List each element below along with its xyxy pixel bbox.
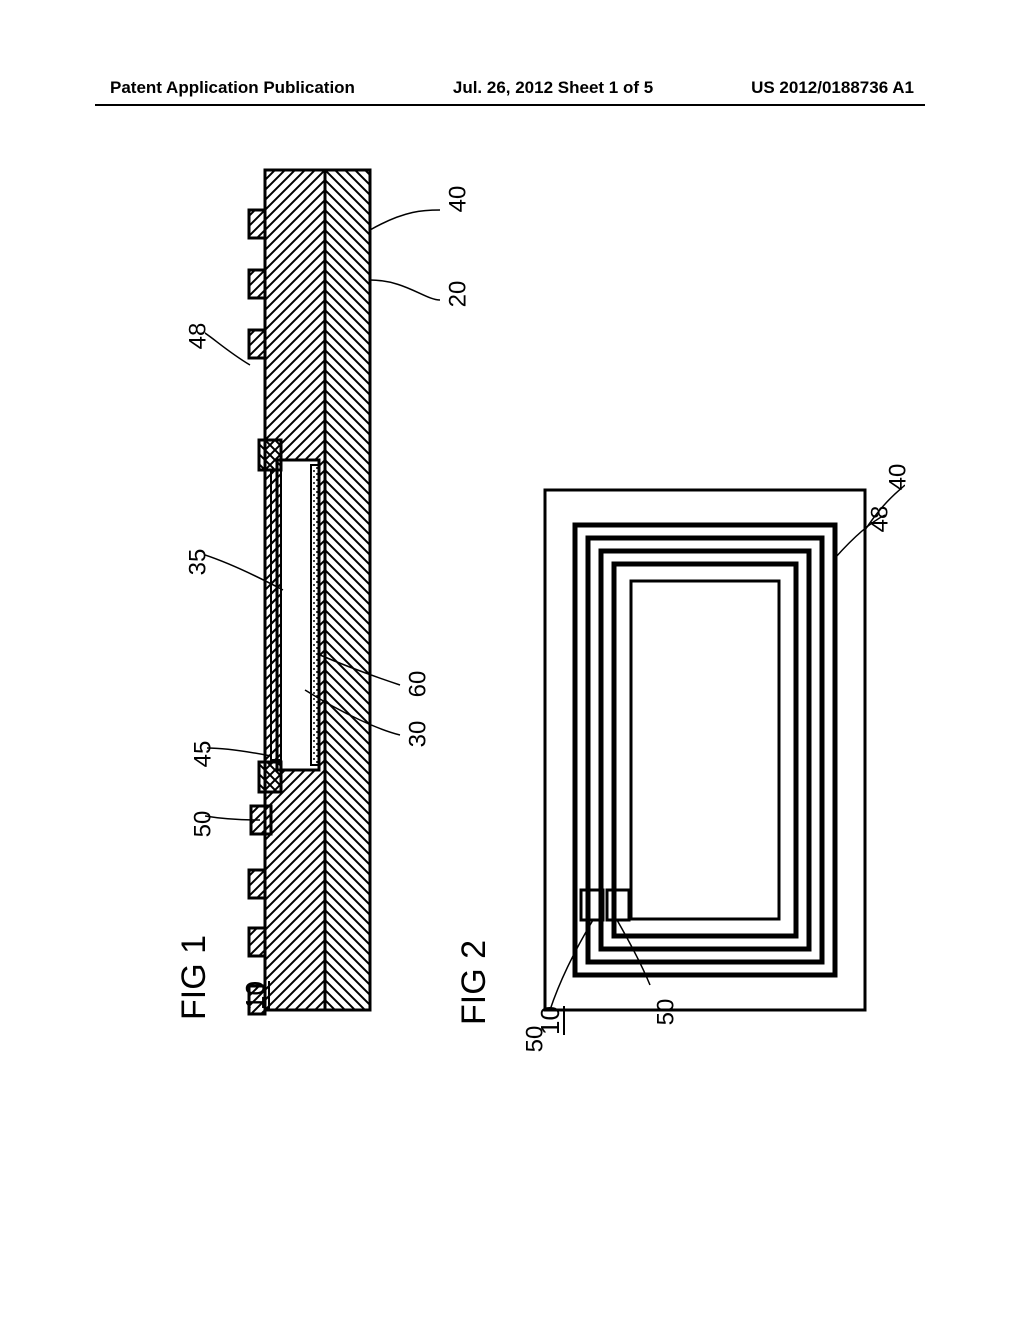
ref-50: 50: [189, 811, 217, 838]
header-center: Jul. 26, 2012 Sheet 1 of 5: [453, 78, 653, 98]
ref-60: 60: [404, 671, 432, 698]
fig2-label: FIG 2: [455, 940, 494, 1025]
fig2-ref-40: 40: [884, 464, 912, 491]
fig2-drawing: [505, 470, 905, 1090]
header-left: Patent Application Publication: [110, 78, 355, 98]
ref-45: 45: [189, 741, 217, 768]
header-rule: [95, 104, 925, 106]
fig1-device-number: 10: [240, 981, 271, 1010]
ref-40: 40: [444, 186, 472, 213]
ref-35: 35: [184, 549, 212, 576]
ref-20: 20: [444, 281, 472, 308]
page-header: Patent Application Publication Jul. 26, …: [0, 78, 1024, 98]
fig1-label: FIG 1: [175, 935, 214, 1020]
fig2-ref-50b: 50: [652, 999, 680, 1026]
figure-area: FIG 1 10 40 20 48 35 60 30 45 50: [205, 130, 905, 1230]
header-right: US 2012/0188736 A1: [751, 78, 914, 98]
ref-30: 30: [404, 721, 432, 748]
fig2-ref-48: 48: [866, 506, 894, 533]
fig2-ref-50a: 50: [521, 1026, 549, 1053]
ref-48: 48: [184, 323, 212, 350]
